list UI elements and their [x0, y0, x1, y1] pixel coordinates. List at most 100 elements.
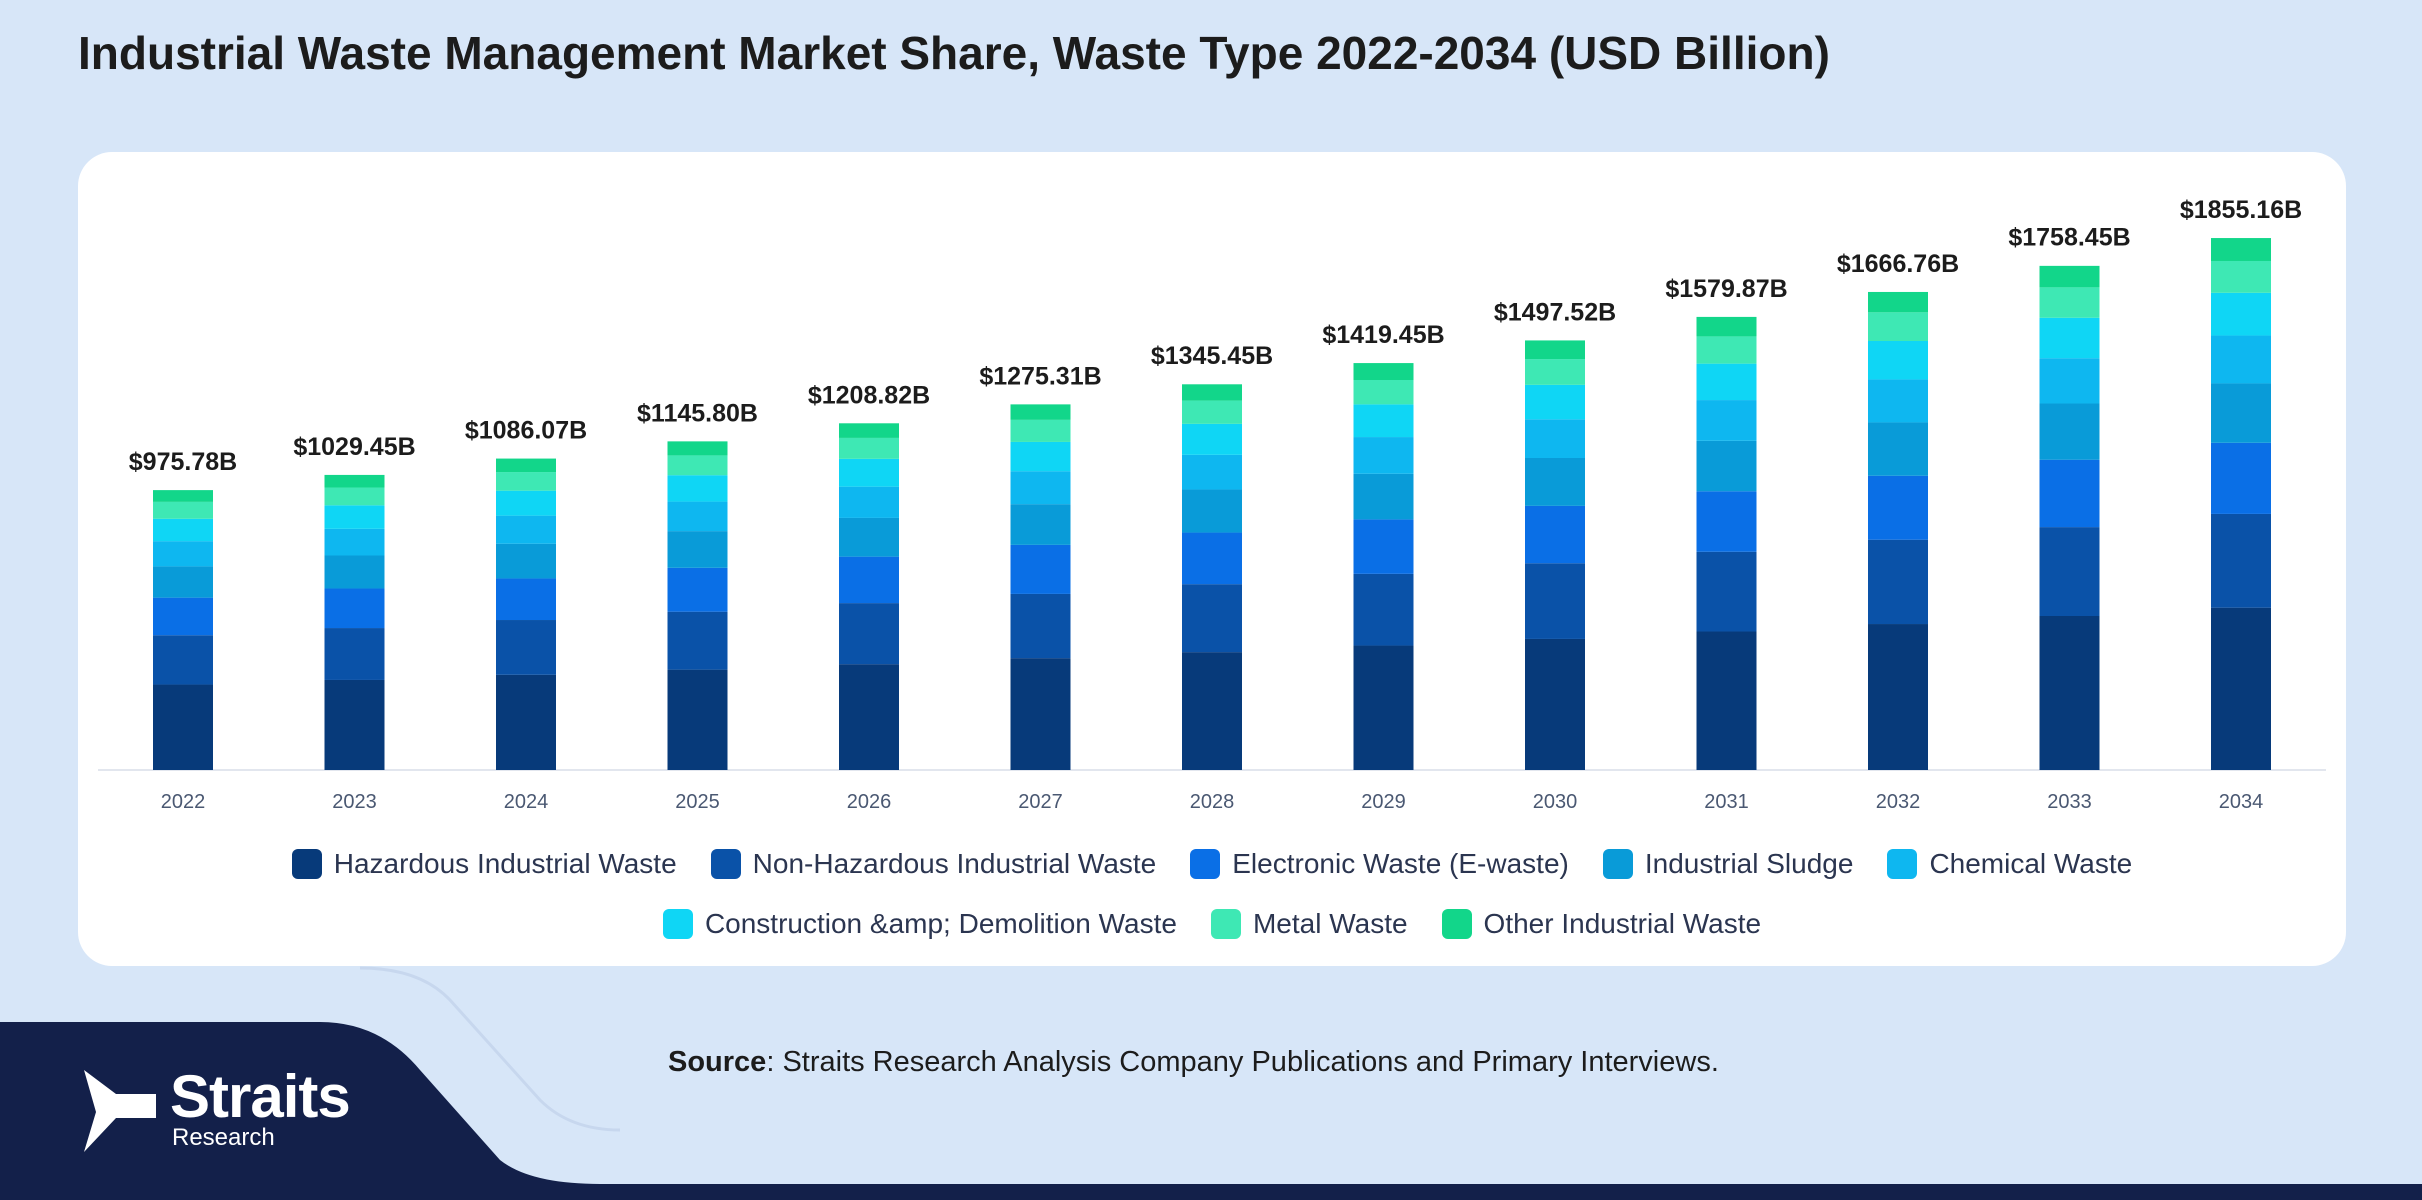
straits-logo-icon	[84, 1070, 156, 1152]
bar-segment-2026-s6	[839, 437, 899, 459]
legend-swatch	[1602, 849, 1633, 879]
bar-segment-2033-s0	[2039, 616, 2100, 770]
bar-segment-2029-s0	[1353, 645, 1414, 770]
bar-segment-2025-s4	[667, 501, 728, 532]
bar-segment-2024-s1	[496, 620, 556, 675]
legend-swatch	[291, 849, 322, 879]
bar-segment-2034-s2	[2211, 442, 2271, 514]
bar-segment-2026-s2	[839, 556, 899, 604]
bar-segment-2022-s7	[153, 490, 213, 502]
bar-segment-2028-s6	[1182, 400, 1242, 424]
bar-segment-2028-s2	[1182, 532, 1242, 585]
total-label-2032: $1666.76B	[1837, 250, 1959, 278]
total-label-2034: $1855.16B	[2180, 196, 2302, 224]
x-tick-label-2025: 2025	[675, 791, 720, 813]
bar-segment-2023-s0	[324, 679, 385, 770]
bar-segment-2032-s1	[1868, 539, 1928, 625]
x-tick-label-2033: 2033	[2047, 791, 2092, 813]
bar-segment-2029-s5	[1353, 404, 1414, 438]
labels-layer: $975.78B 2022 $1029.45B 2023 $1086.07B 2024 $1…	[129, 196, 2302, 813]
x-tick-label-2024: 2024	[504, 791, 549, 813]
bar-segment-2028-s3	[1182, 489, 1242, 533]
legend-label: Non-Hazardous Industrial Waste	[752, 848, 1157, 879]
legend-swatch	[1190, 849, 1221, 879]
bars-layer	[153, 238, 2271, 770]
bar-segment-2032-s6	[1868, 312, 1928, 341]
bar-segment-2022-s4	[153, 541, 213, 567]
x-tick-label-2032: 2032	[1876, 791, 1921, 813]
x-tick-label-2028: 2028	[1190, 791, 1235, 813]
bar-segment-2033-s6	[2039, 287, 2100, 318]
bar-segment-2033-s2	[2039, 459, 2100, 528]
bar-segment-2030-s1	[1525, 563, 1585, 639]
bar-segment-2031-s4	[1696, 400, 1757, 441]
bar-segment-2031-s1	[1696, 551, 1757, 632]
legend-label: Construction &amp; Demolition Waste	[704, 908, 1177, 939]
legend-swatch	[1887, 849, 1918, 879]
bar-segment-2034-s7	[2211, 238, 2271, 261]
bar-segment-2025-s2	[667, 567, 728, 612]
bar-segment-2026-s5	[839, 458, 899, 487]
legend-item-3: Industrial Sludge	[1602, 848, 1854, 880]
bar-segment-2023-s4	[324, 528, 385, 556]
total-label-2023: $1029.45B	[293, 433, 415, 461]
source-note: Source: Straits Research Analysis Compan…	[668, 1046, 1719, 1079]
legend-item-6: Metal Waste	[1210, 908, 1408, 940]
legend-label: Hazardous Industrial Waste	[333, 848, 677, 879]
bar-segment-2028-s4	[1182, 454, 1242, 490]
legend-label: Industrial Sludge	[1644, 848, 1854, 879]
bar-segment-2025-s1	[667, 611, 728, 670]
bar-segment-2024-s6	[496, 472, 556, 491]
total-label-2024: $1086.07B	[465, 417, 587, 445]
bar-segment-2024-s7	[496, 458, 556, 473]
bar-segment-2030-s3	[1525, 457, 1585, 506]
bar-segment-2024-s5	[496, 490, 556, 516]
x-tick-label-2031: 2031	[1704, 791, 1749, 813]
bar-segment-2024-s2	[496, 578, 556, 621]
footer-accent-curve	[359, 966, 621, 1132]
total-label-2027: $1275.31B	[979, 362, 1101, 390]
bar-segment-2034-s6	[2211, 260, 2271, 293]
legend-row-2: Construction &amp; Demolition Waste Metal…	[78, 908, 2346, 940]
bar-segment-2022-s0	[153, 684, 213, 770]
bar-segment-2032-s0	[1868, 624, 1928, 770]
bar-segment-2026-s7	[839, 423, 899, 438]
bar-segment-2031-s7	[1696, 316, 1757, 337]
x-tick-label-2022: 2022	[161, 791, 206, 813]
bar-segment-2027-s3	[1010, 504, 1071, 545]
bar-segment-2030-s0	[1525, 638, 1585, 770]
bar-segment-2031-s3	[1696, 440, 1757, 492]
bar-segment-2032-s4	[1868, 379, 1928, 423]
bar-segment-2026-s0	[839, 664, 899, 770]
bar-segment-2032-s2	[1868, 475, 1928, 540]
bar-segment-2031-s5	[1696, 363, 1757, 401]
bar-segment-2023-s5	[324, 505, 385, 529]
total-label-2033: $1758.45B	[2008, 224, 2130, 252]
total-label-2030: $1497.52B	[1494, 299, 1616, 327]
legend-label: Other Industrial Waste	[1483, 908, 1762, 939]
stacked-bar-chart: $975.78B 2022 $1029.45B 2023 $1086.07B 2024 $1…	[98, 196, 2326, 813]
bar-segment-2022-s1	[153, 635, 213, 685]
x-tick-label-2026: 2026	[847, 791, 892, 813]
bar-segment-2033-s7	[2039, 265, 2100, 288]
bar-segment-2029-s1	[1353, 573, 1414, 646]
bar-segment-2024-s0	[496, 674, 556, 770]
legend-item-5: Construction &amp; Demolition Waste	[662, 908, 1177, 940]
bar-segment-2034-s4	[2211, 335, 2271, 384]
bar-segment-2029-s2	[1353, 519, 1414, 574]
total-label-2026: $1208.82B	[808, 381, 930, 409]
legend-label: Metal Waste	[1252, 908, 1408, 939]
legend-swatch	[710, 849, 741, 879]
x-tick-label-2034: 2034	[2219, 791, 2264, 813]
bar-segment-2034-s0	[2211, 607, 2271, 770]
legend-label: Chemical Waste	[1929, 848, 2133, 879]
legend-item-2: Electronic Waste (E-waste)	[1190, 848, 1569, 880]
bar-segment-2027-s1	[1010, 593, 1071, 659]
x-tick-label-2030: 2030	[1533, 791, 1578, 813]
bar-segment-2027-s5	[1010, 441, 1071, 472]
bar-segment-2029-s3	[1353, 473, 1414, 520]
bar-segment-2029-s4	[1353, 437, 1414, 474]
bar-segment-2030-s2	[1525, 505, 1585, 564]
bar-segment-2030-s7	[1525, 340, 1585, 360]
bar-segment-2030-s5	[1525, 384, 1585, 420]
